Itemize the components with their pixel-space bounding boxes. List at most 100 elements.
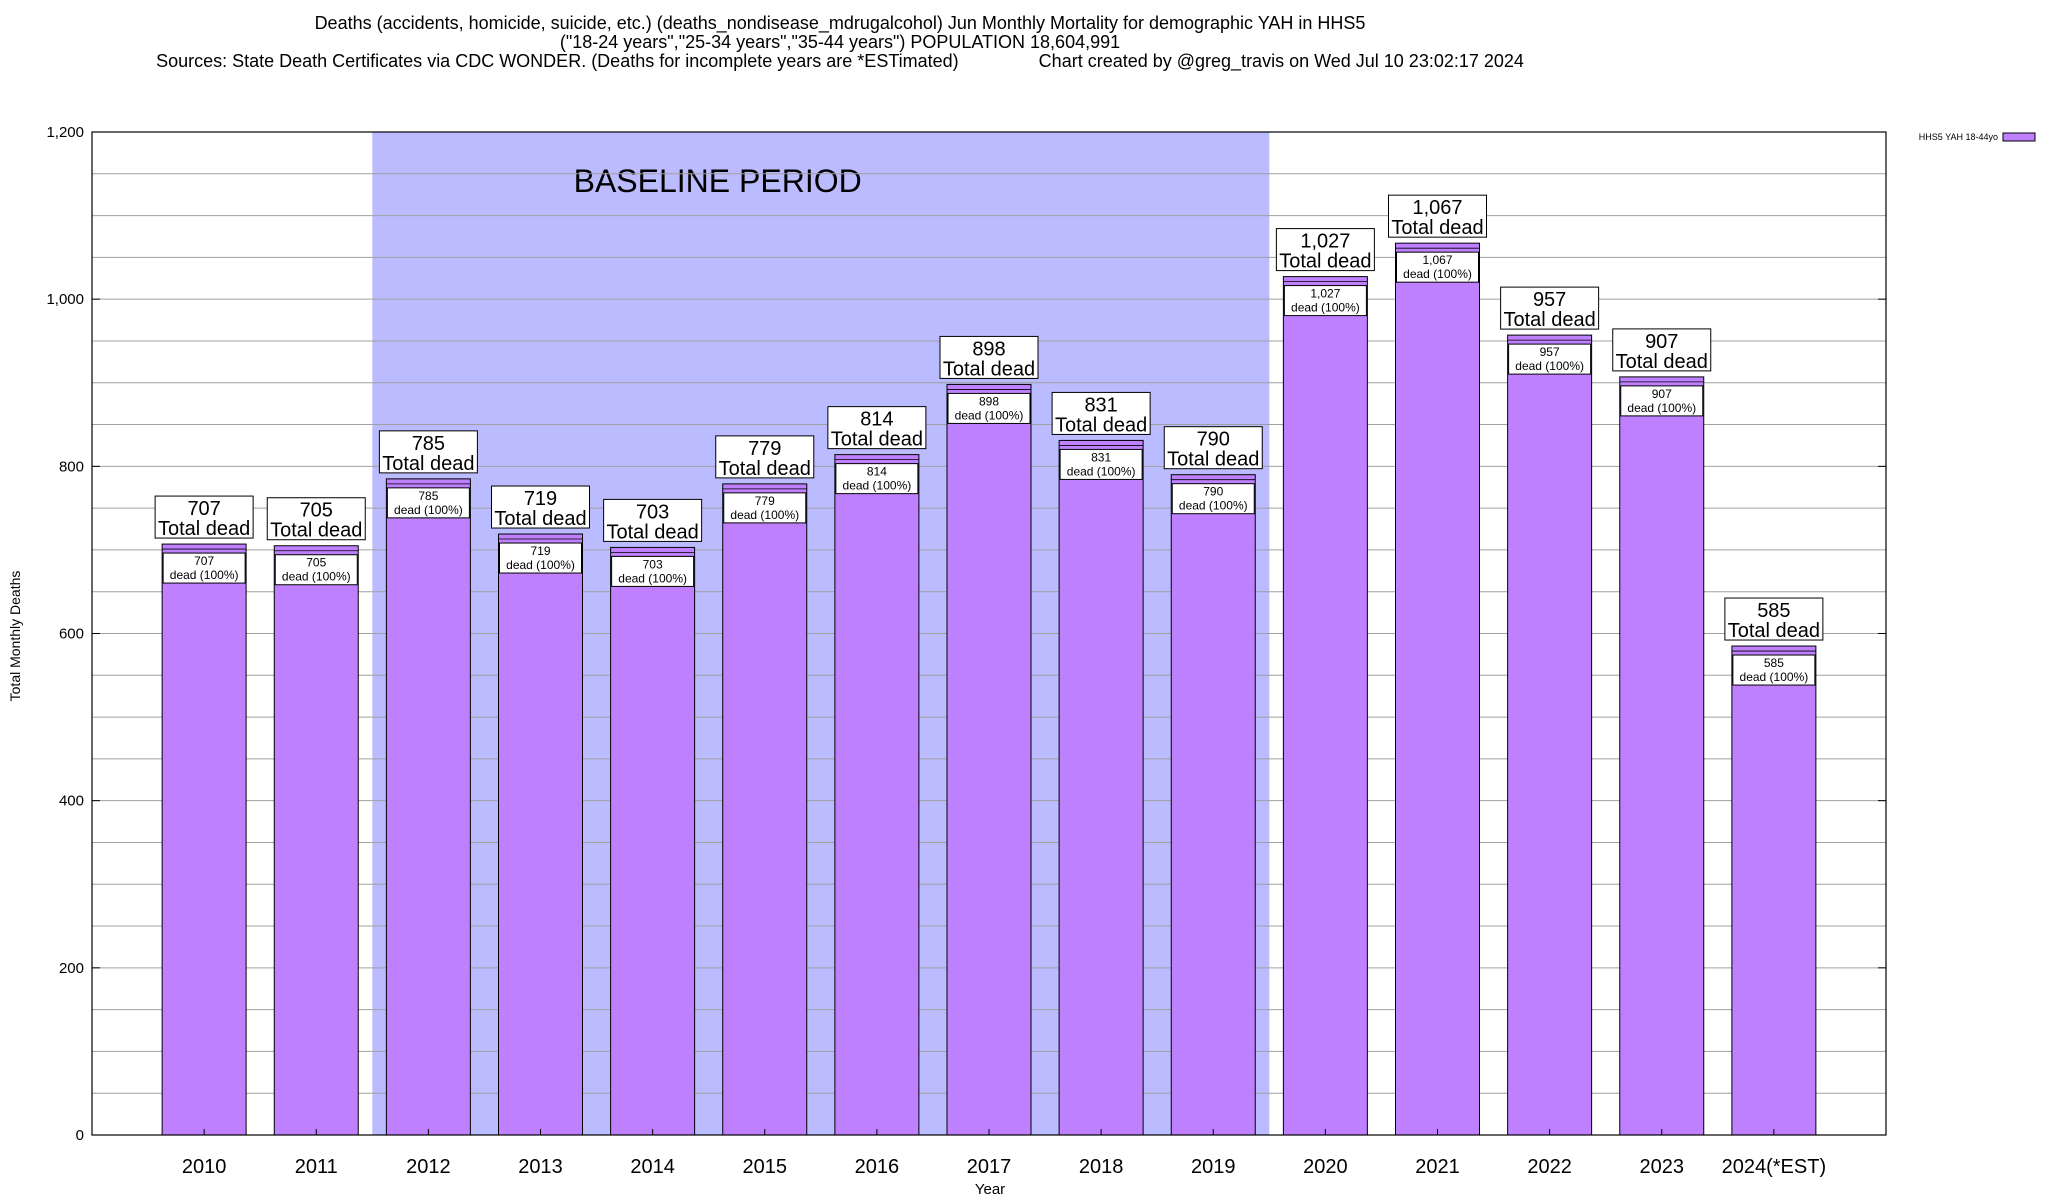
bar <box>1282 276 1368 1136</box>
inner-label-box <box>611 555 695 587</box>
total-dead-label: Total dead <box>270 520 362 542</box>
inner-value-label: 898 <box>979 394 999 408</box>
x-tick-label: 2019 <box>1191 1156 1236 1178</box>
total-dead-label: Total dead <box>1503 309 1595 331</box>
total-dead-label: Total dead <box>943 358 1035 380</box>
bar <box>1731 645 1817 1136</box>
total-label-box <box>603 498 703 542</box>
baseline-period-label: BASELINE PERIOD <box>574 163 862 199</box>
inner-percent-label: dead (100%) <box>1627 401 1696 415</box>
total-label-box <box>827 406 927 450</box>
inner-percent-label: dead (100%) <box>1740 670 1809 684</box>
total-value-label: 831 <box>1084 394 1117 416</box>
x-tick-label: 2013 <box>518 1156 563 1178</box>
bar <box>834 454 920 1136</box>
total-value-label: 898 <box>972 338 1005 360</box>
bar <box>1395 242 1480 1136</box>
x-tick-label: 2014 <box>630 1156 675 1178</box>
x-tick-label: 2023 <box>1640 1156 1685 1178</box>
total-value-label: 1,067 <box>1412 197 1462 219</box>
inner-percent-label: dead (100%) <box>394 503 463 517</box>
bar <box>722 483 808 1136</box>
total-dead-label: Total dead <box>606 521 698 543</box>
inner-value-label: 779 <box>755 494 775 508</box>
x-tick-label: 2010 <box>182 1156 227 1178</box>
inner-value-label: 1,027 <box>1310 287 1340 301</box>
bar <box>610 546 696 1136</box>
inner-value-label: 585 <box>1764 656 1784 670</box>
total-label-box <box>715 435 815 479</box>
chart-title: Deaths (accidents, homicide, suicide, et… <box>0 14 1680 71</box>
total-dead-label: Total dead <box>831 429 923 451</box>
inner-value-label: 785 <box>418 489 438 503</box>
total-label-box <box>1500 286 1600 330</box>
total-value-label: 814 <box>860 409 893 431</box>
inner-label-box <box>1396 251 1479 283</box>
chart-title-line-3: Sources: State Death Certificates via CD… <box>156 51 1524 71</box>
inner-label-box <box>1059 448 1143 480</box>
inner-label-box <box>1732 654 1816 686</box>
y-tick-label: 600 <box>59 626 84 643</box>
bar <box>946 383 1032 1136</box>
total-dead-label: Total dead <box>494 508 586 530</box>
total-value-label: 705 <box>300 500 333 522</box>
total-value-label: 585 <box>1757 600 1790 622</box>
inner-label-box <box>1283 285 1367 317</box>
inner-value-label: 703 <box>643 557 663 571</box>
total-dead-label: Total dead <box>1055 414 1147 436</box>
total-value-label: 703 <box>636 501 669 523</box>
inner-label-box <box>835 463 919 495</box>
x-tick-label: 2015 <box>743 1156 788 1178</box>
y-axis-label: Total Monthly Deaths <box>7 571 23 702</box>
x-tick-label: 2016 <box>855 1156 900 1178</box>
inner-percent-label: dead (100%) <box>1515 359 1584 373</box>
y-tick-label: 1,200 <box>46 124 84 141</box>
x-tick-label: 2021 <box>1415 1156 1460 1178</box>
inner-value-label: 831 <box>1091 450 1111 464</box>
chart-title-line-2: ("18-24 years","25-34 years","35-44 year… <box>559 32 1121 52</box>
total-dead-label: Total dead <box>382 453 474 475</box>
total-dead-label: Total dead <box>1167 449 1259 471</box>
x-tick-label: 2017 <box>967 1156 1012 1178</box>
bar <box>161 543 247 1136</box>
y-tick-label: 1,000 <box>46 291 84 308</box>
chart-title-line-1: Deaths (accidents, homicide, suicide, et… <box>314 13 1366 33</box>
total-label-box <box>939 335 1039 379</box>
y-tick-label: 800 <box>59 458 84 475</box>
total-label-box <box>1388 194 1487 238</box>
inner-label-box <box>723 492 807 524</box>
total-label-box <box>154 495 254 539</box>
inner-label-box <box>1508 343 1592 375</box>
inner-percent-label: dead (100%) <box>618 571 687 585</box>
bar <box>1507 334 1593 1136</box>
bar <box>273 545 359 1136</box>
inner-percent-label: dead (100%) <box>170 568 239 582</box>
y-tick-label: 0 <box>76 1127 84 1144</box>
inner-label-box <box>386 487 470 519</box>
inner-label-box <box>274 554 358 586</box>
total-label-box <box>1724 597 1824 641</box>
total-label-box <box>1275 228 1375 272</box>
bar <box>1619 376 1705 1136</box>
total-value-label: 707 <box>187 498 220 520</box>
inner-percent-label: dead (100%) <box>843 479 912 493</box>
inner-value-label: 707 <box>194 554 214 568</box>
total-label-box <box>378 430 478 474</box>
total-dead-label: Total dead <box>1279 251 1371 273</box>
total-value-label: 957 <box>1533 289 1566 311</box>
x-tick-label: 2018 <box>1079 1156 1124 1178</box>
total-label-box <box>1051 391 1151 435</box>
x-tick-label: 2012 <box>406 1156 451 1178</box>
inner-value-label: 1,067 <box>1422 253 1452 267</box>
inner-label-box <box>1171 483 1255 515</box>
total-value-label: 785 <box>412 433 445 455</box>
inner-percent-label: dead (100%) <box>1179 499 1248 513</box>
legend-swatch <box>2002 132 2036 142</box>
legend: HHS5 YAH 18-44yo <box>1919 132 2036 142</box>
inner-percent-label: dead (100%) <box>955 408 1024 422</box>
inner-percent-label: dead (100%) <box>506 558 575 572</box>
y-tick-label: 400 <box>59 793 84 810</box>
total-dead-label: Total dead <box>1391 217 1483 239</box>
total-label-box <box>1612 328 1712 372</box>
